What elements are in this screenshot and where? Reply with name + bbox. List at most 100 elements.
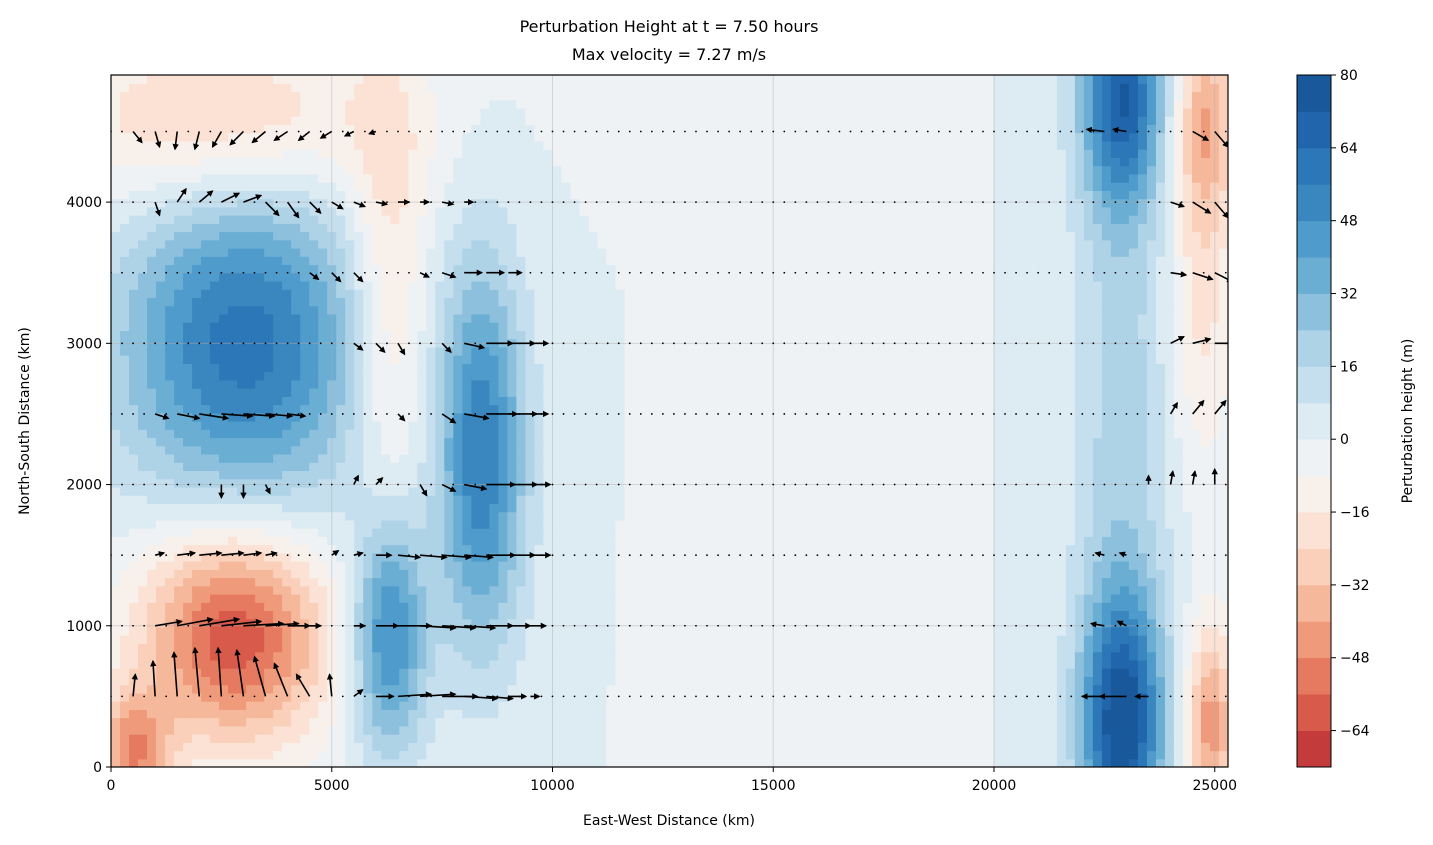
contour-cell: [939, 519, 950, 529]
contour-cell: [705, 758, 716, 767]
contour-cell: [579, 643, 590, 653]
contour-cell: [588, 544, 599, 554]
contour-cell: [570, 725, 581, 735]
contour-cell: [1182, 495, 1193, 504]
contour-cell: [327, 429, 337, 439]
contour-cell: [1074, 651, 1085, 661]
contour-cell: [120, 709, 130, 719]
contour-cell: [165, 495, 175, 504]
contour-cell: [327, 462, 337, 472]
contour-cell: [309, 659, 319, 669]
contour-cell: [885, 478, 896, 488]
contour-cell: [480, 602, 490, 612]
contour-cell: [417, 511, 427, 521]
contour-cell: [795, 561, 806, 570]
contour-cell: [1137, 659, 1148, 669]
contour-cell: [651, 684, 662, 694]
contour-cell: [984, 585, 995, 595]
contour-cell: [948, 445, 959, 455]
contour-cell: [669, 626, 680, 636]
contour-cell: [264, 453, 274, 463]
contour-cell: [201, 453, 211, 463]
contour-cell: [732, 445, 743, 455]
contour-cell: [687, 635, 698, 645]
contour-cell: [507, 503, 517, 513]
contour-cell: [336, 602, 346, 612]
contour-cell: [696, 437, 707, 447]
contour-cell: [1155, 495, 1166, 504]
contour-cell: [282, 429, 292, 439]
contour-cell: [300, 610, 310, 620]
contour-cell: [606, 437, 617, 447]
contour-cell: [948, 635, 959, 645]
contour-cell: [417, 594, 427, 603]
contour-cell: [498, 618, 508, 628]
contour-cell: [201, 429, 211, 439]
contour-cell: [831, 750, 842, 760]
contour-cell: [660, 709, 671, 719]
contour-cell: [1209, 503, 1220, 513]
contour-cell: [984, 734, 995, 743]
contour-cell: [507, 676, 517, 686]
contour-cell: [1164, 758, 1175, 767]
contour-cell: [840, 445, 851, 455]
contour-cell: [1047, 684, 1058, 694]
contour-cell: [678, 701, 689, 710]
contour-cell: [795, 668, 806, 677]
contour-cell: [174, 750, 184, 760]
contour-cell: [237, 709, 247, 719]
contour-cell: [318, 495, 328, 504]
contour-cell: [1218, 503, 1228, 513]
contour-cell: [408, 486, 418, 496]
contour-cell: [678, 486, 689, 496]
contour-cell: [1101, 585, 1112, 595]
contour-cell: [1218, 519, 1228, 529]
contour-cell: [174, 544, 184, 554]
contour-cell: [876, 453, 887, 463]
contour-cell: [489, 495, 499, 504]
contour-cell: [156, 742, 166, 752]
contour-cell: [1218, 701, 1228, 710]
contour-cell: [975, 742, 986, 752]
contour-cell: [165, 725, 175, 735]
contour-cell: [984, 519, 995, 529]
contour-cell: [1083, 701, 1094, 710]
contour-cell: [453, 758, 463, 767]
contour-cell: [363, 643, 373, 653]
contour-cell: [948, 462, 959, 472]
contour-cell: [1110, 594, 1121, 603]
contour-cell: [894, 594, 905, 603]
contour-cell: [705, 734, 716, 743]
contour-cell: [336, 470, 346, 480]
contour-cell: [1101, 758, 1112, 767]
contour-cell: [840, 651, 851, 661]
contour-cell: [831, 478, 842, 488]
contour-cell: [966, 453, 977, 463]
contour-cell: [489, 577, 499, 587]
contour-cell: [345, 437, 355, 447]
contour-cell: [435, 602, 445, 612]
contour-cell: [687, 561, 698, 570]
contour-cell: [480, 668, 490, 677]
contour-cell: [912, 503, 923, 513]
contour-cell: [426, 544, 436, 554]
contour-cell: [1038, 676, 1049, 686]
contour-cell: [1146, 594, 1157, 603]
contour-cell: [894, 470, 905, 480]
contour-cell: [417, 684, 427, 694]
contour-cell: [858, 618, 869, 628]
contour-cell: [138, 717, 148, 727]
contour-cell: [858, 626, 869, 636]
contour-cell: [156, 462, 166, 472]
contour-cell: [795, 651, 806, 661]
contour-cell: [957, 692, 968, 702]
contour-cell: [714, 486, 725, 496]
contour-cell: [984, 618, 995, 628]
contour-cell: [237, 659, 247, 669]
contour-cell: [885, 503, 896, 513]
contour-cell: [705, 495, 716, 504]
contour-cell: [489, 643, 499, 653]
contour-cell: [831, 544, 842, 554]
contour-cell: [795, 758, 806, 767]
contour-cell: [885, 643, 896, 653]
